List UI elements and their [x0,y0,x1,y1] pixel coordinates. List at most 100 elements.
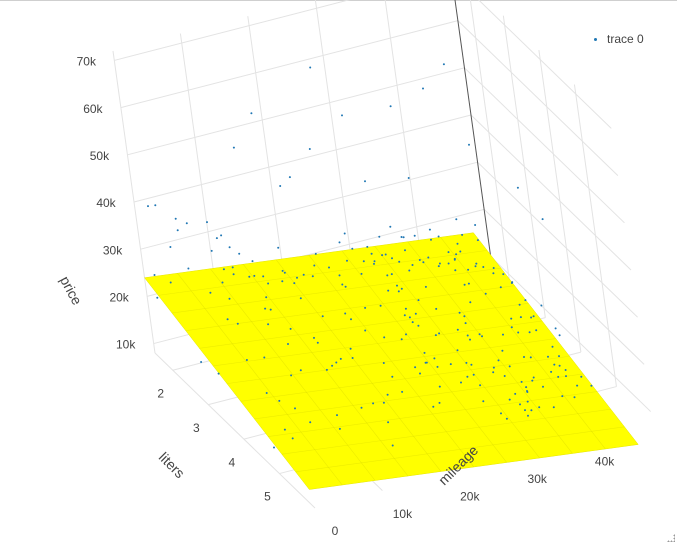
data-point [169,281,172,284]
data-point [527,414,529,417]
data-point [528,331,531,334]
legend-label: trace 0 [607,32,644,46]
data-point [561,395,564,398]
data-point [384,253,387,256]
data-point [411,264,414,266]
data-point [360,272,363,275]
data-point [248,275,251,278]
data-point [518,303,521,306]
data-point [383,336,386,339]
data-point [407,177,410,179]
data-point [510,317,513,320]
data-point [293,282,296,285]
data-point [540,304,543,307]
data-point [400,236,403,238]
data-point [458,311,461,314]
data-point [269,308,272,311]
data-point [398,260,401,263]
data-point [447,262,450,265]
data-point [530,409,533,412]
data-point [482,400,485,403]
data-point [474,265,477,268]
data-point [328,266,330,269]
data-point [283,428,286,431]
data-point [360,406,363,409]
data-point [424,361,427,364]
data-point [424,285,427,288]
data-point [343,232,346,235]
data-point [265,296,268,299]
data-point [422,261,425,264]
data-point [362,260,365,263]
data-point [472,373,475,376]
grid-line [490,256,652,412]
data-point [313,336,315,339]
data-point [405,333,407,336]
data-point [427,256,430,259]
data-point [492,267,495,269]
data-point [511,281,514,284]
z-axis-line [454,0,493,267]
data-point [174,217,177,220]
data-point [474,224,477,226]
data-point [378,235,381,238]
data-point [222,268,225,271]
data-point [532,376,535,379]
data-point [341,114,343,117]
data-point [400,338,403,341]
data-point [456,349,459,352]
surface-shade [374,246,540,459]
data-point [481,335,483,338]
grid-line [127,67,465,156]
data-point [372,402,375,405]
data-point [492,366,495,369]
resize-grip-icon[interactable] [667,534,675,542]
mileage-tick-label: 10k [393,507,413,521]
data-point [541,218,544,221]
data-point [492,371,495,374]
data-point [590,384,593,387]
data-point [510,326,513,329]
data-point [437,235,440,238]
legend[interactable]: trace 0 [594,32,644,46]
data-point [492,272,495,275]
grid-line [114,0,351,61]
data-point [417,324,420,327]
data-point [232,146,235,149]
data-point [408,269,411,272]
data-point [564,369,567,371]
data-point [524,299,527,302]
data-point [236,322,239,325]
mileage-tick-label: 0 [332,524,339,538]
data-point [552,406,555,409]
data-point [463,283,466,286]
data-point [339,357,342,360]
price-axis-title: price [57,273,85,307]
data-point [364,329,367,332]
data-point [231,266,234,269]
data-point [281,280,284,283]
data-point [464,322,467,325]
data-point [349,347,352,350]
data-point [321,315,324,318]
data-point [558,364,561,367]
data-point [502,333,504,336]
data-point [432,405,435,408]
grid-line [478,0,612,129]
data-point [461,233,464,236]
data-point [296,276,298,279]
data-point [277,246,280,249]
data-point [245,359,248,361]
data-point [476,239,479,242]
price-tick-label: 40k [96,196,116,210]
data-point [351,247,354,250]
data-point [455,253,458,256]
price-tick-label: 20k [109,291,129,305]
data-point [210,249,213,252]
data-point [364,180,366,183]
data-point [517,331,520,334]
data-point [438,332,441,335]
data-point [373,262,375,265]
data-point [453,258,456,261]
